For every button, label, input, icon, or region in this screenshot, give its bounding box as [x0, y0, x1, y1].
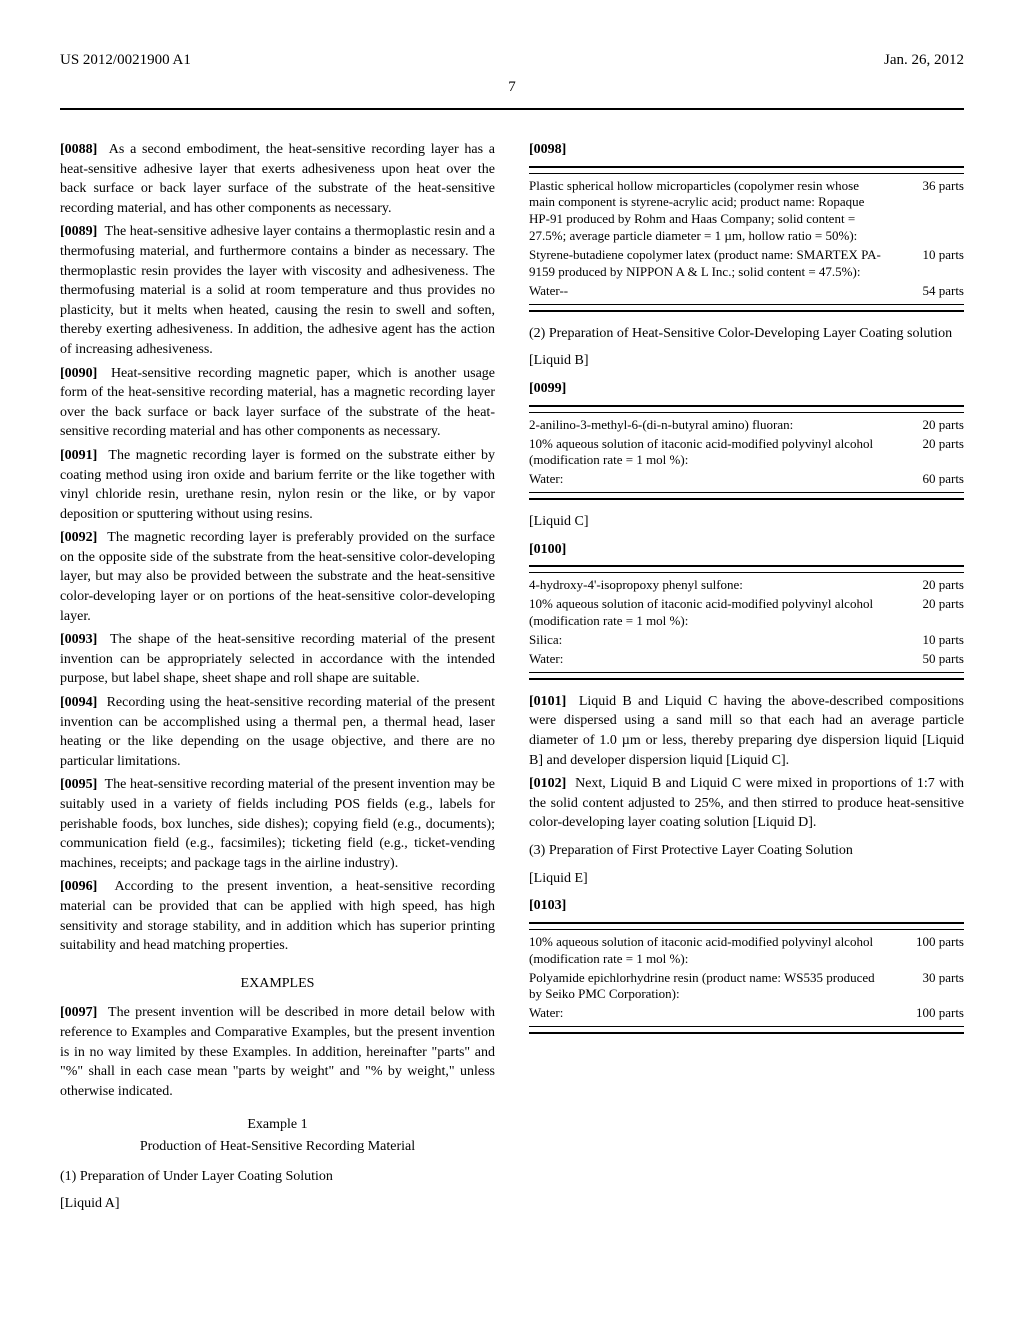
- body-columns: [0088] As a second embodiment, the heat-…: [60, 140, 964, 1240]
- para-0094-text: Recording using the heat-sensitive recor…: [60, 695, 495, 769]
- table-amount: 20 parts: [884, 573, 964, 595]
- para-0095: [0095] The heat-sensitive recording mate…: [60, 775, 495, 873]
- para-0097: [0097] The present invention will be des…: [60, 1003, 495, 1101]
- table-amount: 20 parts: [884, 435, 964, 471]
- para-0099-num: [0099]: [529, 379, 964, 399]
- section-3-heading: (3) Preparation of First Protective Laye…: [529, 841, 964, 861]
- para-0088-text: As a second embodiment, the heat-sensiti…: [60, 142, 495, 216]
- table-liquid-c: 4-hydroxy-4'-isopropoxy phenyl sulfone: …: [529, 565, 964, 679]
- table-row: 10% aqueous solution of itaconic acid-mo…: [529, 929, 884, 968]
- table-row: Water:: [529, 1004, 884, 1026]
- examples-heading: EXAMPLES: [60, 974, 495, 994]
- table-liquid-b: 2-anilino-3-methyl-6-(di-n-butyral amino…: [529, 405, 964, 501]
- para-0093: [0093] The shape of the heat-sensitive r…: [60, 630, 495, 689]
- table-row: 10% aqueous solution of itaconic acid-mo…: [529, 595, 884, 631]
- page-number: 7: [60, 77, 964, 98]
- table-liquid-a: Plastic spherical hollow microparticles …: [529, 166, 964, 312]
- table-amount: 10 parts: [884, 631, 964, 650]
- para-0098-num: [0098]: [529, 140, 964, 160]
- example-1-sub: Production of Heat-Sensitive Recording M…: [60, 1137, 495, 1157]
- table-amount: 50 parts: [884, 650, 964, 672]
- para-0096: [0096] According to the present inventio…: [60, 877, 495, 955]
- para-0089-text: The heat-sensitive adhesive layer contai…: [60, 224, 495, 357]
- para-0095-text: The heat-sensitive recording material of…: [60, 777, 495, 870]
- para-0102: [0102] Next, Liquid B and Liquid C were …: [529, 774, 964, 833]
- para-0090-text: Heat-sensitive recording magnetic paper,…: [60, 366, 495, 440]
- para-0089: [0089] The heat-sensitive adhesive layer…: [60, 222, 495, 359]
- para-0102-text: Next, Liquid B and Liquid C were mixed i…: [529, 776, 964, 830]
- para-0096-text: According to the present invention, a he…: [60, 879, 495, 953]
- table-row: Polyamide epichlorhydrine resin (product…: [529, 969, 884, 1005]
- para-0103-num: [0103]: [529, 896, 964, 916]
- table-amount: 100 parts: [884, 1004, 964, 1026]
- table-row: Plastic spherical hollow microparticles …: [529, 173, 884, 246]
- example-1-heading: Example 1: [60, 1115, 495, 1135]
- liquid-e-label: [Liquid E]: [529, 869, 964, 889]
- liquid-c-label: [Liquid C]: [529, 512, 964, 532]
- pub-date: Jan. 26, 2012: [884, 50, 964, 71]
- table-amount: 36 parts: [884, 173, 964, 246]
- para-0094: [0094] Recording using the heat-sensitiv…: [60, 693, 495, 771]
- pub-number: US 2012/0021900 A1: [60, 50, 191, 71]
- table-row: Water:: [529, 470, 884, 492]
- table-amount: 10 parts: [884, 246, 964, 282]
- para-0097-text: The present invention will be described …: [60, 1005, 495, 1098]
- table-amount: 100 parts: [884, 929, 964, 968]
- table-amount: 30 parts: [884, 969, 964, 1005]
- section-2-heading: (2) Preparation of Heat-Sensitive Color-…: [529, 324, 964, 344]
- table-row: Water--: [529, 282, 884, 304]
- table-amount: 60 parts: [884, 470, 964, 492]
- table-liquid-e: 10% aqueous solution of itaconic acid-mo…: [529, 922, 964, 1034]
- table-amount: 54 parts: [884, 282, 964, 304]
- table-row: 10% aqueous solution of itaconic acid-mo…: [529, 435, 884, 471]
- table-row: 4-hydroxy-4'-isopropoxy phenyl sulfone:: [529, 573, 884, 595]
- header-rule: [60, 108, 964, 110]
- table-amount: 20 parts: [884, 412, 964, 434]
- liquid-a-label: [Liquid A]: [60, 1194, 495, 1214]
- para-0088: [0088] As a second embodiment, the heat-…: [60, 140, 495, 218]
- table-row: 2-anilino-3-methyl-6-(di-n-butyral amino…: [529, 412, 884, 434]
- para-0092-text: The magnetic recording layer is preferab…: [60, 530, 495, 623]
- table-row: Water:: [529, 650, 884, 672]
- para-0091-text: The magnetic recording layer is formed o…: [60, 448, 495, 522]
- para-0101: [0101] Liquid B and Liquid C having the …: [529, 692, 964, 770]
- table-amount: 20 parts: [884, 595, 964, 631]
- para-0092: [0092] The magnetic recording layer is p…: [60, 528, 495, 626]
- table-row: Styrene-butadiene copolymer latex (produ…: [529, 246, 884, 282]
- table-row: Silica:: [529, 631, 884, 650]
- para-0101-text: Liquid B and Liquid C having the above-d…: [529, 694, 964, 768]
- section-1-heading: (1) Preparation of Under Layer Coating S…: [60, 1167, 495, 1187]
- para-0091: [0091] The magnetic recording layer is f…: [60, 446, 495, 524]
- para-0100-num: [0100]: [529, 540, 964, 560]
- liquid-b-label: [Liquid B]: [529, 351, 964, 371]
- para-0093-text: The shape of the heat-sensitive recordin…: [60, 632, 495, 686]
- para-0090: [0090] Heat-sensitive recording magnetic…: [60, 364, 495, 442]
